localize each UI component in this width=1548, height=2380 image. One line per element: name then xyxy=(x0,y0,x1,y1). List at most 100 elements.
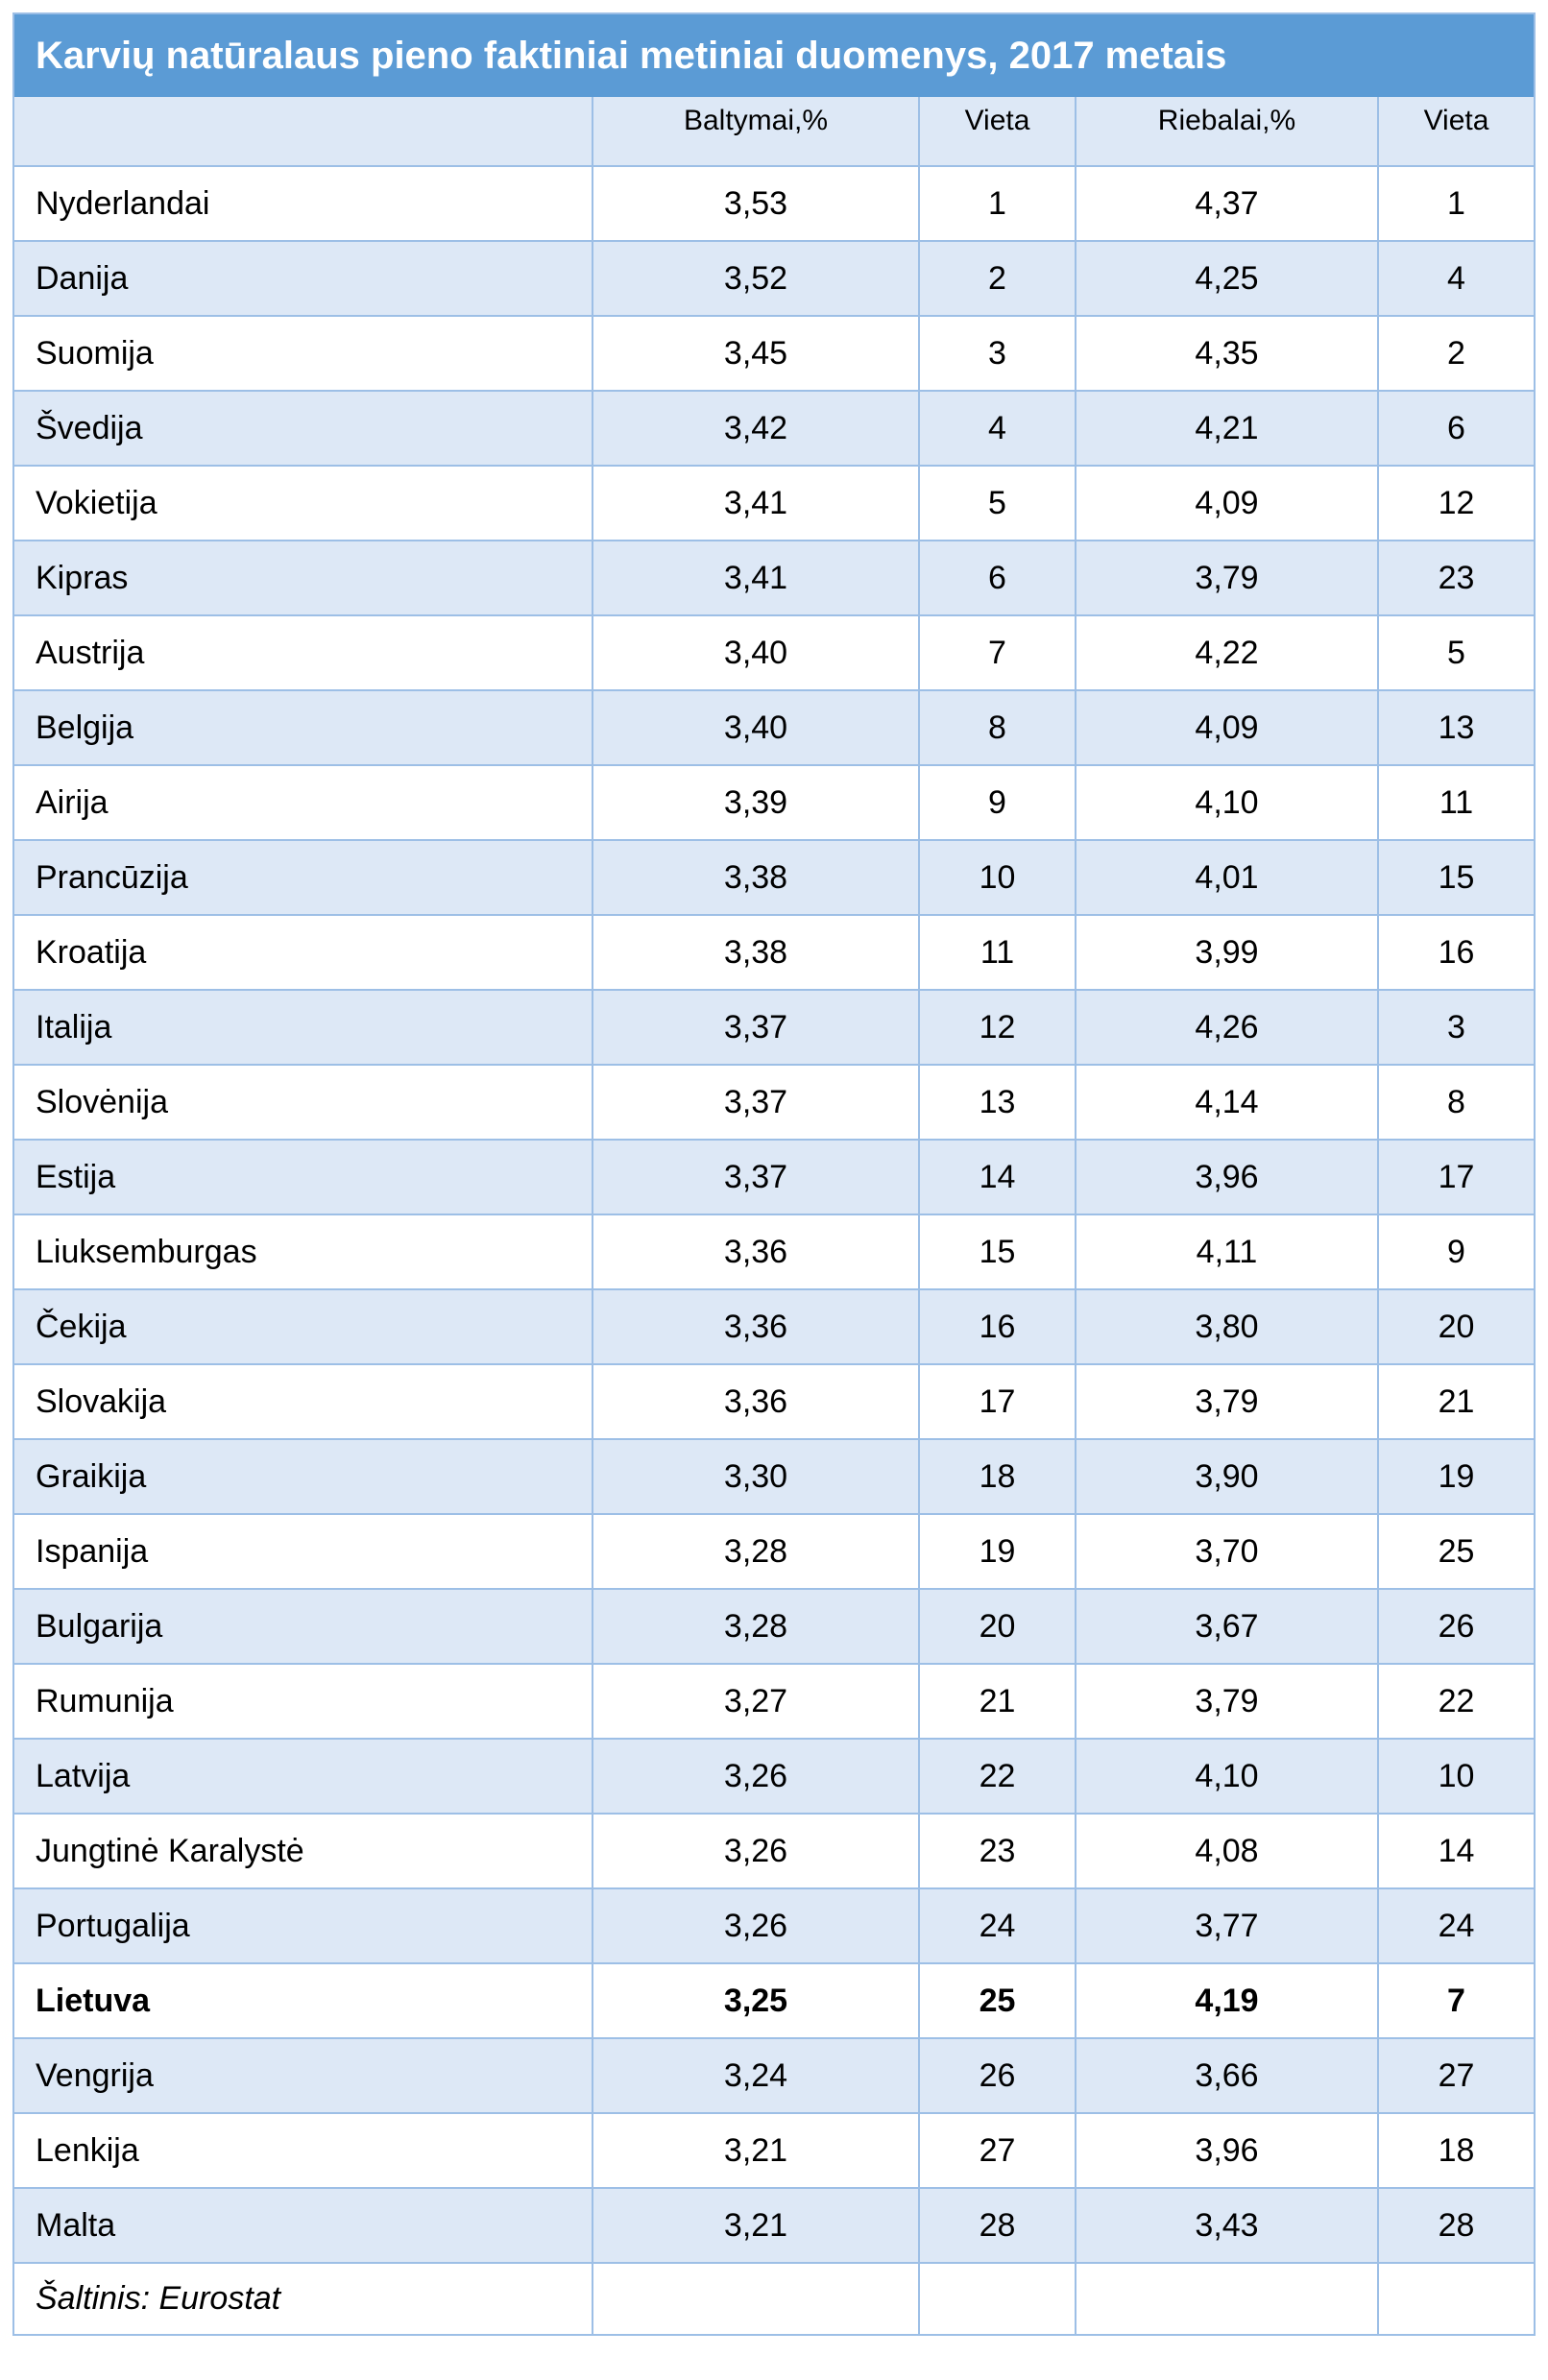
fat-cell: 4,11 xyxy=(1075,1214,1379,1290)
fat-rank-cell: 9 xyxy=(1377,1214,1534,1290)
table-title: Karvių natūralaus pieno faktiniai metini… xyxy=(14,14,1534,97)
fat-cell: 3,79 xyxy=(1075,1663,1379,1740)
protein-rank-cell: 26 xyxy=(918,2037,1076,2114)
fat-cell: 3,77 xyxy=(1075,1887,1379,1964)
protein-cell: 3,37 xyxy=(592,989,920,1066)
country-cell: Jungtinė Karalystė xyxy=(14,1813,593,1889)
fat-cell: 4,19 xyxy=(1075,1962,1379,2039)
fat-cell: 4,22 xyxy=(1075,614,1379,691)
country-cell: Čekija xyxy=(14,1288,593,1365)
table-row: Rumunija 3,27 21 3,79 22 xyxy=(14,1663,1534,1740)
fat-cell: 3,67 xyxy=(1075,1588,1379,1665)
protein-cell: 3,36 xyxy=(592,1288,920,1365)
table-row: Kipras 3,41 6 3,79 23 xyxy=(14,540,1534,616)
fat-rank-cell: 3 xyxy=(1377,989,1534,1066)
fat-cell: 4,14 xyxy=(1075,1064,1379,1141)
fat-cell: 4,26 xyxy=(1075,989,1379,1066)
fat-cell: 4,10 xyxy=(1075,764,1379,841)
empty-cell xyxy=(918,2262,1076,2334)
protein-rank-cell: 3 xyxy=(918,315,1076,392)
protein-cell: 3,30 xyxy=(592,1438,920,1515)
country-cell: Italija xyxy=(14,989,593,1066)
protein-cell: 3,26 xyxy=(592,1813,920,1889)
fat-cell: 3,96 xyxy=(1075,1139,1379,1215)
fat-cell: 3,80 xyxy=(1075,1288,1379,1365)
fat-cell: 4,08 xyxy=(1075,1813,1379,1889)
country-cell: Danija xyxy=(14,240,593,317)
protein-cell: 3,27 xyxy=(592,1663,920,1740)
fat-cell: 3,96 xyxy=(1075,2112,1379,2189)
fat-cell: 3,99 xyxy=(1075,914,1379,991)
fat-rank-cell: 23 xyxy=(1377,540,1534,616)
protein-cell: 3,26 xyxy=(592,1738,920,1815)
table-row: Švedija 3,42 4 4,21 6 xyxy=(14,390,1534,467)
protein-rank-cell: 11 xyxy=(918,914,1076,991)
protein-cell: 3,36 xyxy=(592,1363,920,1440)
protein-rank-cell: 19 xyxy=(918,1513,1076,1590)
fat-rank-cell: 1 xyxy=(1377,165,1534,242)
table-row: Portugalija 3,26 24 3,77 24 xyxy=(14,1887,1534,1964)
fat-rank-cell: 21 xyxy=(1377,1363,1534,1440)
country-cell: Prancūzija xyxy=(14,839,593,916)
table-row: Ispanija 3,28 19 3,70 25 xyxy=(14,1513,1534,1590)
protein-rank-cell: 10 xyxy=(918,839,1076,916)
table-row: Latvija 3,26 22 4,10 10 xyxy=(14,1738,1534,1815)
protein-rank-cell: 14 xyxy=(918,1139,1076,1215)
empty-cell xyxy=(592,2262,920,2334)
protein-rank-cell: 21 xyxy=(918,1663,1076,1740)
fat-cell: 3,79 xyxy=(1075,540,1379,616)
protein-rank-cell: 9 xyxy=(918,764,1076,841)
fat-cell: 4,10 xyxy=(1075,1738,1379,1815)
protein-rank-cell: 25 xyxy=(918,1962,1076,2039)
header-country xyxy=(14,97,593,167)
protein-rank-cell: 5 xyxy=(918,465,1076,541)
country-cell: Rumunija xyxy=(14,1663,593,1740)
fat-cell: 4,09 xyxy=(1075,465,1379,541)
protein-cell: 3,36 xyxy=(592,1214,920,1290)
fat-rank-cell: 7 xyxy=(1377,1962,1534,2039)
protein-cell: 3,26 xyxy=(592,1887,920,1964)
country-cell: Slovėnija xyxy=(14,1064,593,1141)
protein-rank-cell: 22 xyxy=(918,1738,1076,1815)
header-fat: Riebalai,% xyxy=(1075,97,1379,167)
table-row: Italija 3,37 12 4,26 3 xyxy=(14,989,1534,1066)
country-cell: Ispanija xyxy=(14,1513,593,1590)
fat-cell: 3,66 xyxy=(1075,2037,1379,2114)
protein-rank-cell: 17 xyxy=(918,1363,1076,1440)
table-row: Malta 3,21 28 3,43 28 xyxy=(14,2187,1534,2264)
fat-rank-cell: 28 xyxy=(1377,2187,1534,2264)
protein-cell: 3,40 xyxy=(592,614,920,691)
table-row: Vokietija 3,41 5 4,09 12 xyxy=(14,465,1534,541)
table-row: Čekija 3,36 16 3,80 20 xyxy=(14,1288,1534,1365)
protein-cell: 3,37 xyxy=(592,1139,920,1215)
fat-rank-cell: 15 xyxy=(1377,839,1534,916)
table-row: Lietuva 3,25 25 4,19 7 xyxy=(14,1962,1534,2039)
fat-rank-cell: 26 xyxy=(1377,1588,1534,1665)
fat-cell: 3,43 xyxy=(1075,2187,1379,2264)
fat-cell: 4,35 xyxy=(1075,315,1379,392)
protein-rank-cell: 2 xyxy=(918,240,1076,317)
country-cell: Slovakija xyxy=(14,1363,593,1440)
fat-rank-cell: 20 xyxy=(1377,1288,1534,1365)
table-row: Nyderlandai 3,53 1 4,37 1 xyxy=(14,165,1534,242)
protein-rank-cell: 8 xyxy=(918,689,1076,766)
header-row: Baltymai,% Vieta Riebalai,% Vieta xyxy=(14,97,1534,167)
source-row: Šaltinis: Eurostat xyxy=(14,2262,1534,2334)
fat-cell: 3,90 xyxy=(1075,1438,1379,1515)
protein-rank-cell: 24 xyxy=(918,1887,1076,1964)
protein-cell: 3,52 xyxy=(592,240,920,317)
country-cell: Austrija xyxy=(14,614,593,691)
table-row: Suomija 3,45 3 4,35 2 xyxy=(14,315,1534,392)
country-cell: Lenkija xyxy=(14,2112,593,2189)
protein-cell: 3,41 xyxy=(592,465,920,541)
table-row: Austrija 3,40 7 4,22 5 xyxy=(14,614,1534,691)
empty-cell xyxy=(1377,2262,1534,2334)
empty-cell xyxy=(1075,2262,1379,2334)
fat-rank-cell: 5 xyxy=(1377,614,1534,691)
table-row: Jungtinė Karalystė 3,26 23 4,08 14 xyxy=(14,1813,1534,1889)
protein-cell: 3,41 xyxy=(592,540,920,616)
country-cell: Suomija xyxy=(14,315,593,392)
protein-rank-cell: 16 xyxy=(918,1288,1076,1365)
fat-rank-cell: 10 xyxy=(1377,1738,1534,1815)
protein-cell: 3,40 xyxy=(592,689,920,766)
